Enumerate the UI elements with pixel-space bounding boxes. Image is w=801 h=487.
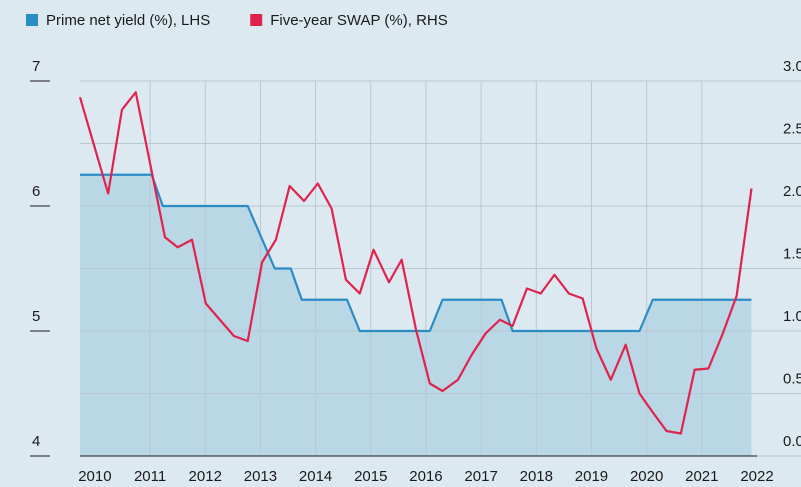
x-tick-label: 2014 [299, 468, 332, 485]
y2-tick-label: 2.5 [783, 121, 801, 138]
x-tick-label: 2013 [244, 468, 277, 485]
y2-tick-label: 3.0 [783, 58, 801, 75]
x-tick-label: 2016 [409, 468, 442, 485]
y-tick-label: 7 [32, 58, 40, 75]
x-tick-label: 2017 [464, 468, 497, 485]
x-tick-label: 2022 [740, 468, 773, 485]
legend-swatch [26, 14, 38, 26]
x-tick-label: 2018 [520, 468, 553, 485]
legend-swatch [250, 14, 263, 26]
x-tick-label: 2015 [354, 468, 387, 485]
y-tick-label: 4 [32, 433, 40, 450]
x-tick-label: 2011 [134, 468, 166, 485]
legend-label: Five-year SWAP (%), RHS [270, 12, 448, 29]
y2-tick-label: 1.0 [783, 308, 801, 325]
legend-label: Prime net yield (%), LHS [46, 12, 210, 29]
x-tick-label: 2021 [685, 468, 718, 485]
y2-tick-label: 2.0 [783, 183, 801, 200]
y2-tick-label: 0.5 [783, 371, 801, 388]
y2-tick-label: 1.5 [783, 246, 801, 263]
x-tick-label: 2012 [189, 468, 222, 485]
x-tick-label: 2010 [78, 468, 111, 485]
x-tick-label: 2020 [630, 468, 663, 485]
area [80, 174, 752, 456]
y-tick-label: 5 [32, 308, 40, 325]
y2-tick-label: 0.0 [783, 433, 801, 450]
series-line [80, 173, 752, 333]
y-tick-label: 6 [32, 183, 40, 200]
series-line [78, 91, 753, 435]
x-tick-label: 2019 [575, 468, 608, 485]
